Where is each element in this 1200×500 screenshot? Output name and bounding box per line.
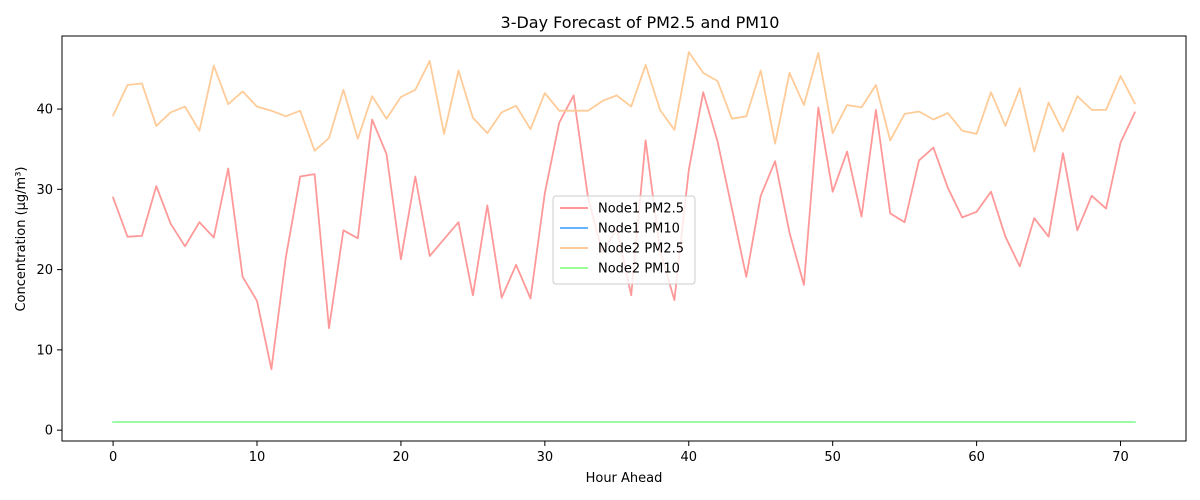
x-tick-label: 60 [968,450,985,465]
x-tick-label: 70 [1112,450,1129,465]
legend: Node1 PM2.5 Node1 PM10 Node2 PM2.5 Node2 PM… [552,195,696,285]
y-tick-label: 0 [45,424,53,439]
y-tick-label: 10 [36,343,53,358]
x-tick-label: 0 [109,450,117,465]
x-tick-label: 10 [249,450,266,465]
y-axis-label: Concentration (µg/m³) [14,166,29,311]
legend-label: Node2 PM10 [598,262,680,277]
legend-label: Node2 PM2.5 [598,242,684,257]
plot-frame [61,35,1187,442]
y-tick-label: 40 [36,103,53,118]
series-line-node2-pm2-5 [112,51,1136,153]
legend-label: Node1 PM10 [598,222,680,237]
x-tick-label: 40 [680,450,697,465]
y-tick-label: 30 [36,183,53,198]
legend-label: Node1 PM2.5 [598,202,684,217]
x-tick-label: 50 [824,450,841,465]
x-axis-label: Hour Ahead [586,471,663,486]
y-tick-label: 20 [36,263,53,278]
legend-box [552,195,696,285]
axes-layer: 0 10 20 30 40 50 60 70 0 10 20 30 40 [36,35,1187,465]
chart-title: 3-Day Forecast of PM2.5 and PM10 [501,13,780,32]
x-tick-label: 20 [393,450,410,465]
x-tick-label: 30 [537,450,554,465]
